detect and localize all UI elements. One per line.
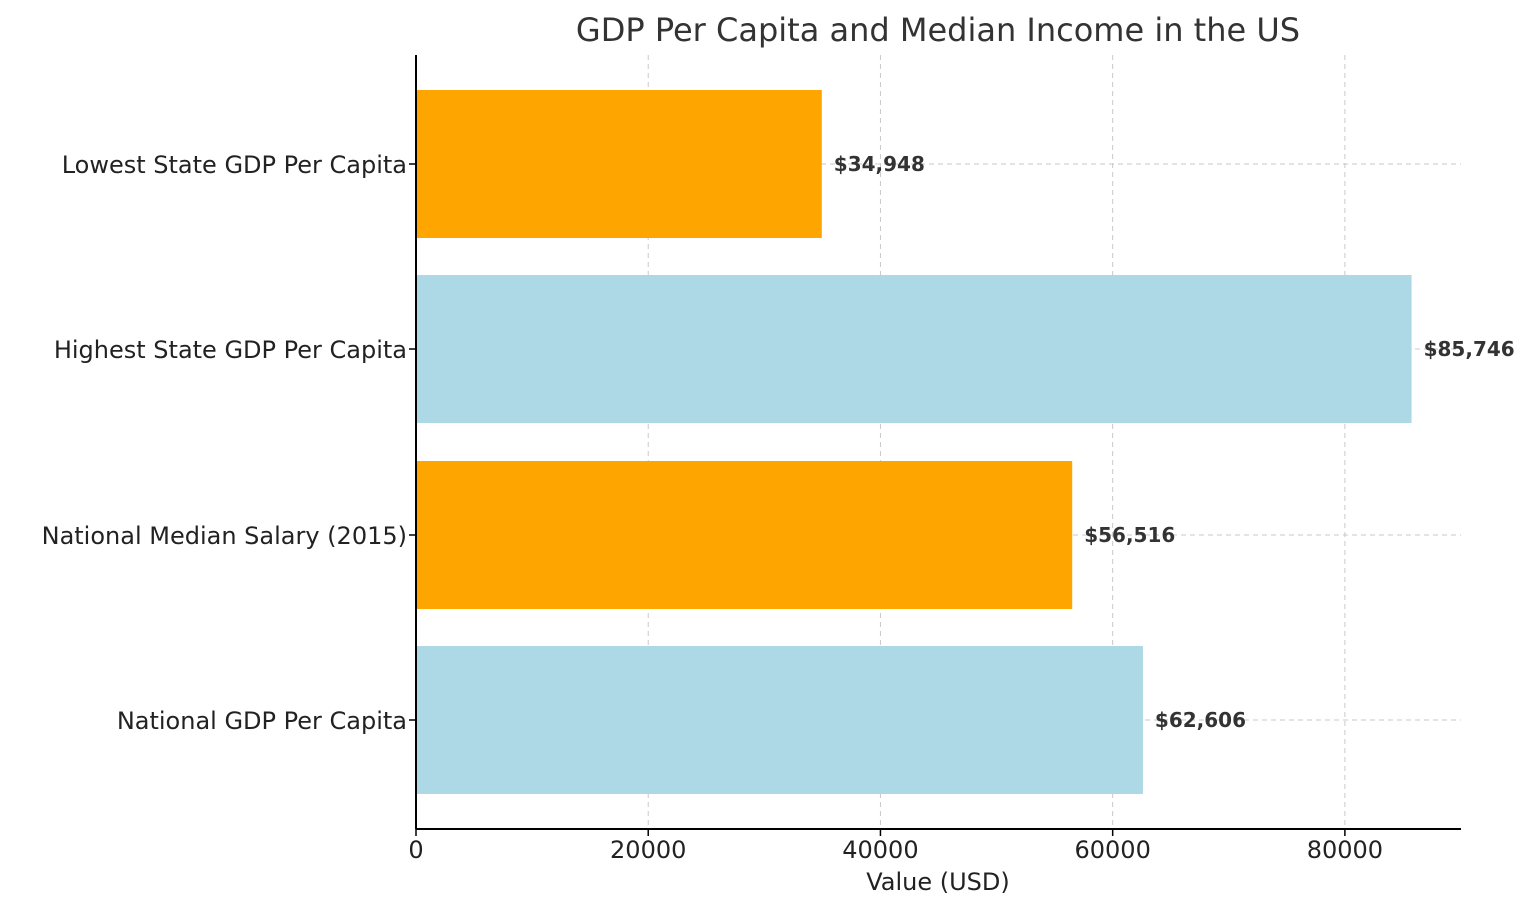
x-tick-labels: 0 20000 40000 60000 80000 [408, 829, 1383, 864]
data-label: $34,948 [834, 152, 925, 176]
y-tick-label: Highest State GDP Per Capita [54, 336, 407, 364]
y-tick-label: Lowest State GDP Per Capita [62, 151, 407, 179]
bar [416, 646, 1143, 794]
bars [416, 90, 1412, 794]
data-labels: $62,606 $56,516 $85,746 $34,948 [834, 152, 1515, 732]
data-label: $85,746 [1424, 337, 1515, 361]
x-tick-label: 0 [408, 836, 423, 864]
bar [416, 275, 1412, 423]
y-tick-labels: National GDP Per Capita National Median S… [42, 151, 416, 735]
x-axis-label: Value (USD) [866, 868, 1010, 896]
axes [415, 55, 1461, 830]
bar [416, 461, 1073, 609]
data-label: $62,606 [1155, 708, 1246, 732]
x-tick-label: 80000 [1307, 836, 1383, 864]
chart-title: GDP Per Capita and Median Income in the … [576, 11, 1300, 49]
x-tick-label: 20000 [610, 836, 686, 864]
x-tick-label: 60000 [1074, 836, 1150, 864]
y-tick-label: National GDP Per Capita [117, 707, 407, 735]
y-tick-label: National Median Salary (2015) [42, 522, 407, 550]
data-label: $56,516 [1084, 523, 1175, 547]
bar [416, 90, 822, 238]
x-tick-label: 40000 [842, 836, 918, 864]
